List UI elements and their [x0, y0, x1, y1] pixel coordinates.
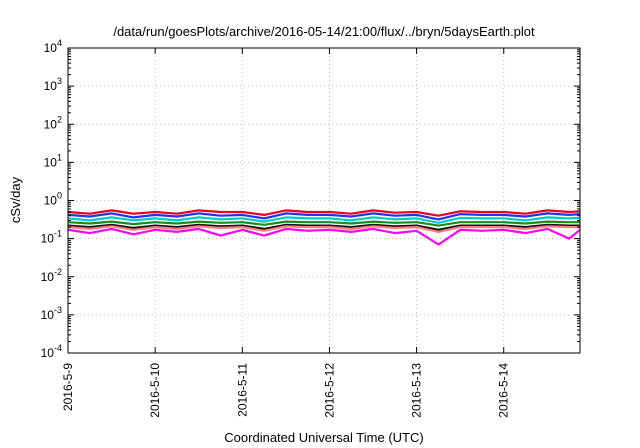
series-line-7	[67, 227, 581, 246]
y-axis: 10-4 10-3 10-2 10-1 100 101 102 103 104	[41, 38, 580, 360]
x-tick-label: 2016-5-9	[61, 363, 75, 411]
x-tick-label: 2016-5-11	[235, 363, 249, 417]
series-line-5	[67, 223, 580, 231]
x-tick-label: 2016-5-14	[497, 363, 511, 418]
series-line-3	[67, 216, 581, 224]
y-axis-label: cSv/day	[8, 176, 23, 223]
y-tick-label: 104	[44, 38, 62, 55]
series-group	[67, 209, 581, 246]
series-line-2	[67, 212, 581, 221]
y-tick-label: 101	[44, 152, 62, 169]
y-tick-label: 102	[44, 114, 62, 131]
x-axis-label: Coordinated Universal Time (UTC)	[224, 430, 423, 445]
y-tick-label: 103	[44, 76, 62, 93]
x-axis: 2016-5-9 2016-5-10 2016-5-11 2016-5-12 2016-…	[61, 48, 511, 418]
x-tick-label: 2016-5-12	[322, 363, 336, 418]
x-tick-label: 2016-5-10	[148, 363, 162, 418]
series-line-6	[67, 225, 580, 233]
series-line-1	[67, 209, 581, 217]
chart-title: /data/run/goesPlots/archive/2016-05-14/2…	[113, 24, 535, 39]
y-tick-label: 10-1	[41, 229, 62, 246]
y-tick-label: 10-4	[41, 343, 62, 360]
y-tick-label: 10-2	[41, 267, 62, 284]
series-line-4	[67, 220, 580, 227]
y-tick-label: 100	[44, 191, 62, 208]
x-tick-label: 2016-5-13	[410, 363, 424, 418]
grid	[68, 48, 580, 353]
y-tick-label: 10-3	[41, 305, 62, 322]
